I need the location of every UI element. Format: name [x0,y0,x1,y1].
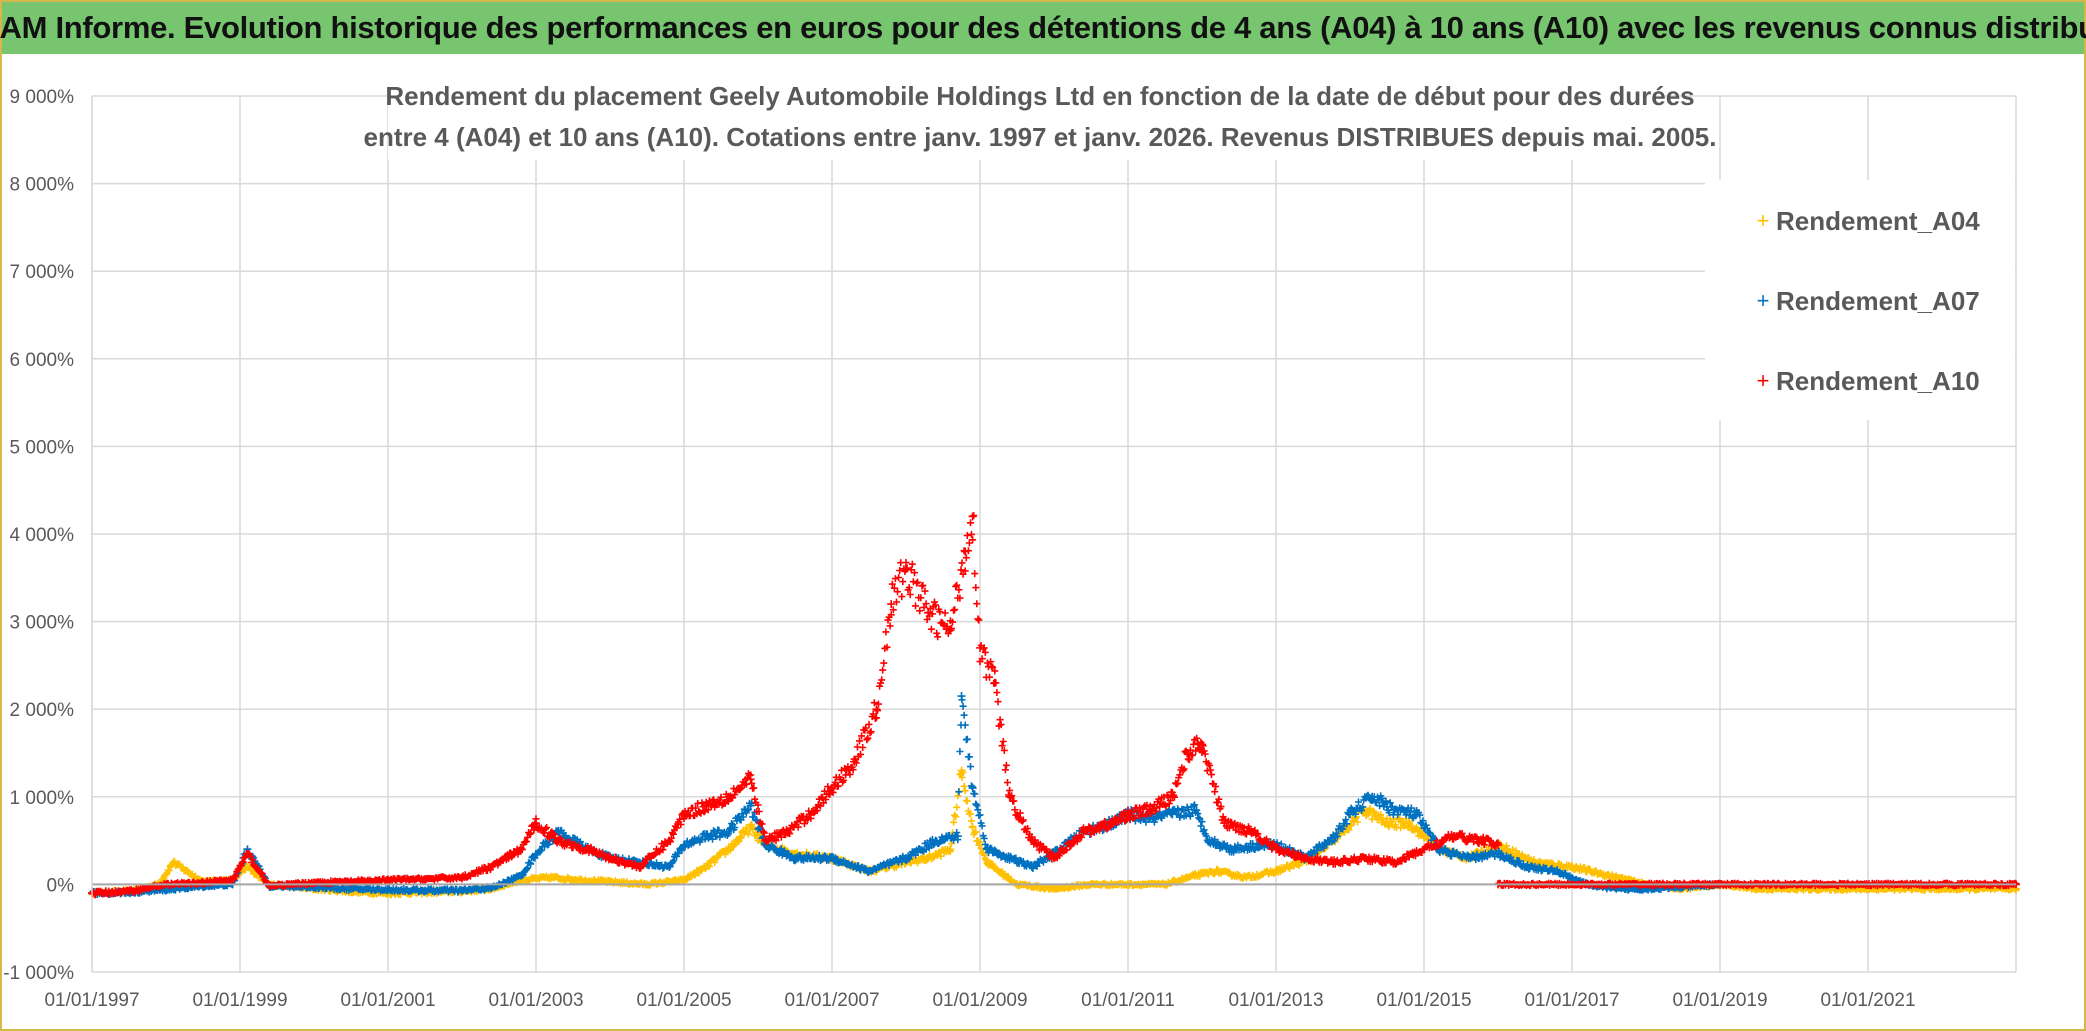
y-tick-label: 5 000% [10,437,75,458]
legend-label-a10: Rendement_A10 [1776,366,1980,396]
legend-label-a04: Rendement_A04 [1776,206,1980,236]
legend-background [1705,180,2015,420]
y-tick-label: 2 000% [10,700,75,721]
banner: ADAM Informe. Evolution historique des p… [0,2,2086,54]
x-tick-label: 01/01/2013 [1228,990,1323,1011]
x-tick-label: 01/01/2003 [488,990,583,1011]
x-tick-label: 01/01/2011 [1081,990,1175,1011]
x-tick-label: 01/01/2007 [784,990,879,1011]
legend-marker-a10: + [1757,368,1770,393]
x-tick-label: 01/01/2017 [1524,990,1619,1011]
x-tick-label: 01/01/2001 [340,990,435,1011]
x-tick-label: 01/01/1997 [44,990,139,1011]
x-tick-label: 01/01/2015 [1376,990,1471,1011]
marker-cloud [88,512,1502,899]
legend-item-a04: + Rendement_A04 [1757,206,1981,236]
x-tick-label: 01/01/1999 [192,990,287,1011]
legend-marker-a07: + [1757,288,1770,313]
series-rendement-a10 [88,512,1502,899]
chart-title-background [388,80,1663,160]
legend-label-a07: Rendement_A07 [1776,286,1980,316]
x-tick-label: 01/01/2021 [1820,990,1915,1011]
x-tick-label: 01/01/2005 [636,990,731,1011]
legend-item-a10: + Rendement_A10 [1757,366,1980,396]
axes: -1 000% 0% 1 000% 2 000% 3 000% 4 000% 5 000% 6… [3,87,2016,1011]
y-tick-label: -1 000% [3,963,74,984]
series-rendement-a07 [88,692,1724,898]
y-tick-label: 3 000% [10,613,75,634]
legend-marker-a04: + [1757,208,1770,233]
data-point [887,600,896,609]
legend-item-a07: + Rendement_A07 [1757,286,1980,316]
y-tick-label: 1 000% [10,788,75,809]
y-tick-label: 4 000% [10,525,75,546]
chart-title-line1: Rendement du placement Geely Automobile … [385,81,1694,111]
banner-title: ADAM Informe. Evolution historique des p… [0,10,2086,45]
legend: + Rendement_A04 + Rendement_A07 + Rendem… [1705,180,2015,420]
y-tick-label: 0% [47,875,75,896]
y-tick-label: 9 000% [10,87,75,108]
y-tick-label: 6 000% [10,350,75,371]
y-tick-label: 8 000% [10,175,75,196]
chart-title-line2: entre 4 (A04) et 10 ans (A10). Cotations… [364,122,1717,152]
data-point [872,705,881,714]
x-tick-label: 01/01/2019 [1672,990,1767,1011]
y-tick-label: 7 000% [10,262,75,283]
series-layer [88,512,2020,899]
data-point [968,512,977,521]
x-tick-label: 01/01/2009 [932,990,1027,1011]
